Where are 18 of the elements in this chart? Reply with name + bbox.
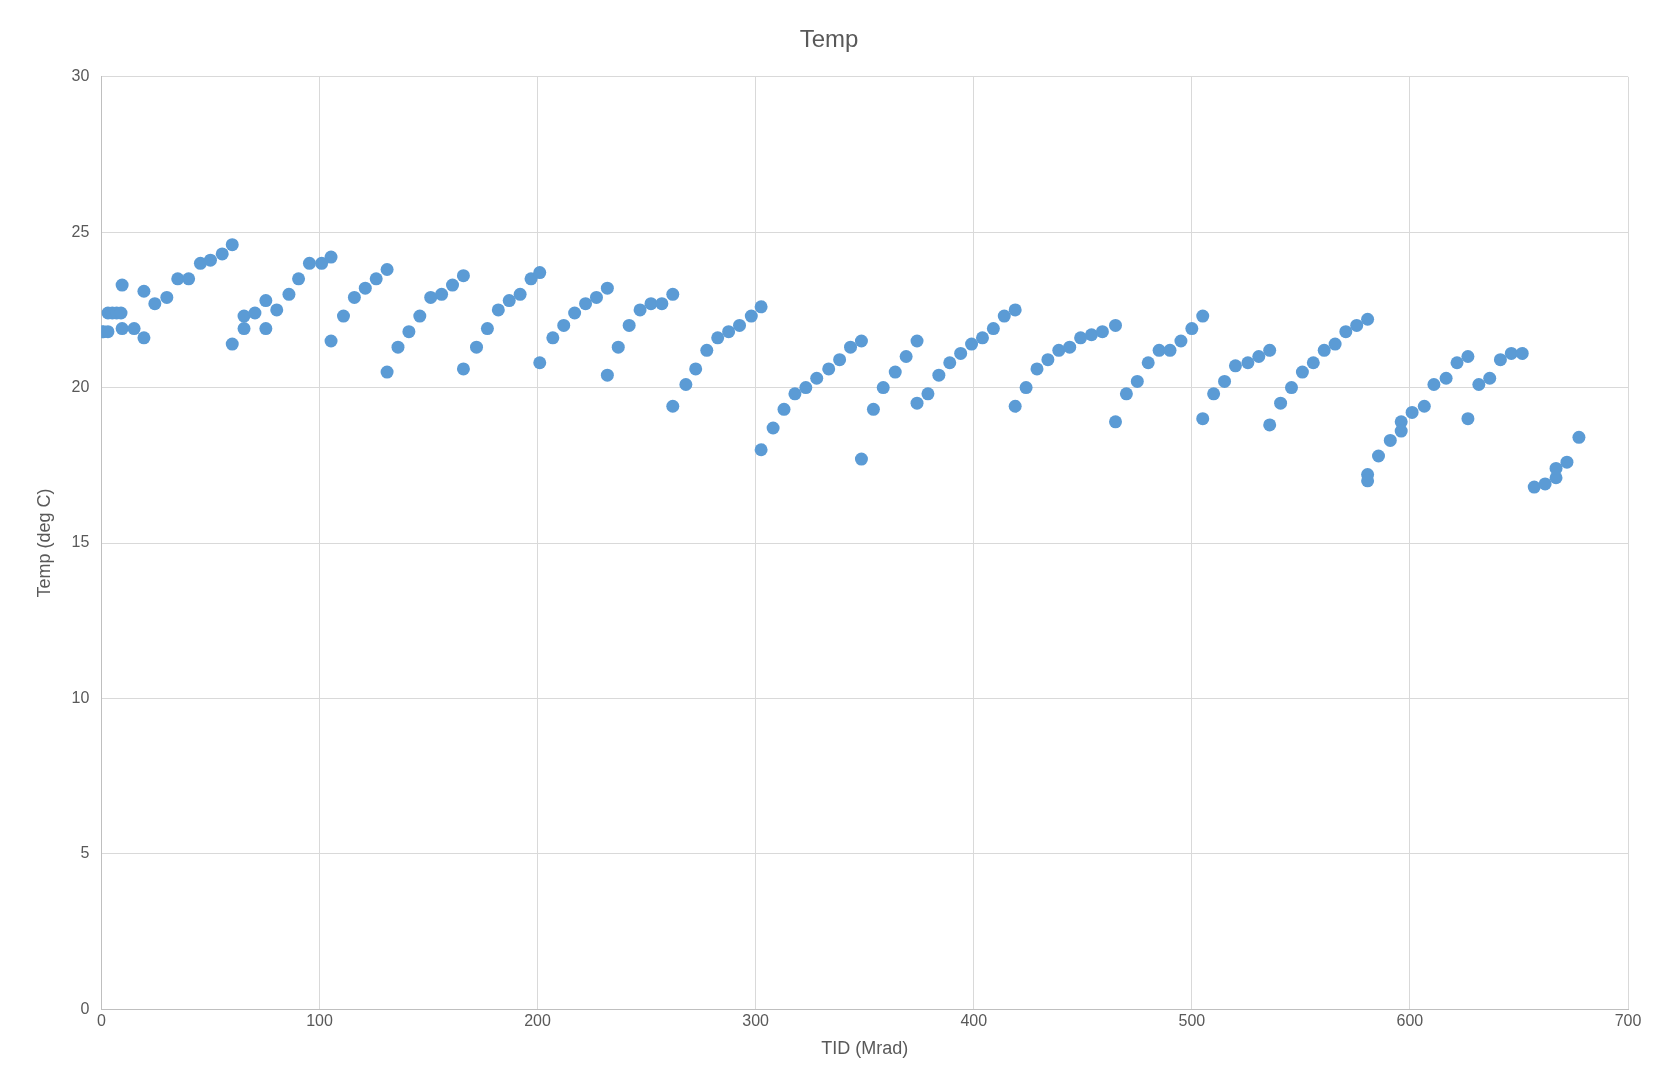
y-axis-title: Temp (deg C) [33,488,54,598]
x-tick-label: 500 [1178,1012,1206,1030]
y-tick-label: 30 [71,67,90,85]
x-tick-label: 600 [1396,1012,1424,1030]
y-tick-label: 15 [71,533,90,551]
y-tick-label: 20 [71,378,90,396]
x-tick-label: 0 [96,1012,106,1030]
x-axis-title: TID (Mrad) [821,1038,909,1059]
x-tick-label: 300 [742,1012,770,1030]
y-tick-label: 0 [80,999,90,1017]
y-tick-label: 25 [71,222,90,240]
x-tick-label: 100 [306,1012,333,1030]
y-tick-label: 5 [80,844,90,862]
x-tick-label: 200 [524,1012,552,1030]
y-tick-label: 10 [71,688,90,706]
x-tick-label: 400 [960,1012,988,1030]
x-tick-label: 700 [1614,1012,1642,1030]
chart-title: Temp [799,25,859,53]
